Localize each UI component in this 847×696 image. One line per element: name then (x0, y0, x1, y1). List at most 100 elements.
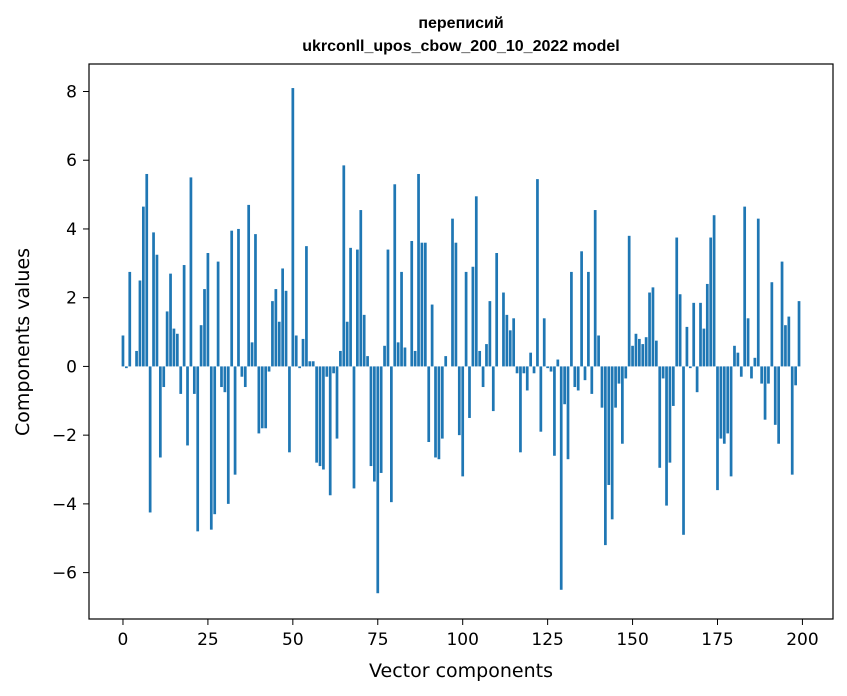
bar-160 (665, 366, 668, 506)
bar-54 (305, 246, 308, 367)
bar-112 (502, 292, 505, 367)
bar-152 (638, 338, 641, 367)
bar-60 (325, 366, 329, 377)
bar-36 (243, 366, 247, 388)
bar-4 (135, 350, 138, 367)
bar-43 (267, 366, 271, 372)
bar-81 (396, 342, 400, 367)
bar-32 (230, 230, 234, 367)
bar-192 (773, 366, 777, 425)
bar-47 (281, 268, 284, 367)
bar-82 (400, 271, 403, 367)
bar-167 (688, 366, 692, 369)
bar-168 (692, 302, 696, 367)
bar-134 (576, 366, 580, 391)
bar-182 (739, 366, 743, 377)
bar-57 (315, 366, 318, 463)
bar-171 (702, 328, 706, 367)
bar-95 (444, 356, 448, 367)
bar-189 (763, 366, 767, 420)
bar-74 (373, 366, 376, 482)
bar-173 (709, 237, 713, 367)
bar-42 (264, 366, 268, 429)
bar-101 (464, 271, 468, 367)
bar-93 (437, 366, 441, 460)
bar-8 (148, 366, 152, 513)
bar-98 (454, 242, 458, 367)
bar-177 (722, 366, 726, 444)
bar-162 (671, 366, 675, 406)
bar-109 (491, 366, 495, 412)
bar-34 (237, 228, 240, 367)
bar-188 (760, 366, 764, 384)
bar-136 (583, 366, 587, 381)
y-tick-label-2: −2 (52, 426, 77, 446)
y-tick-label-4: 2 (66, 289, 77, 309)
bar-199 (797, 301, 801, 367)
bar-165 (682, 366, 685, 535)
bar-107 (485, 344, 488, 367)
bar-52 (298, 366, 301, 369)
bar-51 (294, 335, 298, 367)
bar-99 (457, 366, 461, 436)
bar-91 (430, 304, 434, 367)
bar-128 (556, 359, 560, 367)
bar-9 (152, 232, 155, 367)
x-axis-label: Vector components (369, 660, 553, 682)
bar-170 (699, 302, 702, 367)
bar-29 (220, 366, 223, 388)
bar-50 (291, 88, 295, 367)
bar-73 (369, 366, 373, 467)
bar-131 (566, 366, 570, 460)
bar-72 (366, 356, 369, 367)
bar-190 (767, 366, 770, 384)
bar-149 (627, 235, 631, 367)
bar-159 (661, 366, 665, 379)
y-tick-label-3: 0 (66, 357, 77, 377)
bar-66 (345, 321, 349, 367)
bar-127 (553, 366, 556, 456)
bar-48 (284, 290, 288, 367)
bar-144 (610, 366, 614, 520)
x-tick-label-75: 75 (367, 630, 389, 650)
bar-24 (203, 289, 206, 367)
bar-68 (352, 366, 356, 489)
bar-172 (705, 283, 709, 367)
x-tick-label-175: 175 (701, 630, 733, 650)
y-tick-label-6: 6 (66, 151, 77, 171)
bar-180 (733, 345, 736, 367)
bar-100 (461, 366, 465, 477)
bar-26 (209, 366, 213, 530)
bar-18 (182, 265, 186, 367)
bar-20 (189, 177, 193, 367)
bar-62 (332, 366, 335, 374)
bar-145 (614, 366, 617, 408)
bar-116 (515, 366, 519, 374)
x-tick-label-25: 25 (197, 630, 219, 650)
bar-129 (559, 366, 563, 590)
bar-174 (712, 215, 716, 367)
bar-61 (328, 366, 332, 496)
bar-63 (335, 366, 339, 439)
bar-197 (790, 366, 794, 475)
y-axis-label: Components values (12, 248, 34, 436)
bar-184 (746, 318, 750, 367)
bar-198 (794, 366, 797, 386)
bar-16 (175, 333, 179, 367)
bar-122 (536, 179, 539, 367)
bar-31 (226, 366, 230, 504)
bar-76 (379, 366, 383, 473)
bar-10 (155, 254, 159, 367)
bar-49 (288, 366, 291, 453)
bar-35 (240, 366, 244, 377)
bar-187 (756, 218, 760, 367)
plot-frame (88, 63, 834, 620)
bar-23 (199, 325, 203, 367)
bar-19 (186, 366, 189, 446)
bar-166 (685, 326, 689, 367)
bar-108 (488, 301, 492, 367)
bar-132 (570, 271, 573, 367)
bar-126 (549, 366, 553, 372)
